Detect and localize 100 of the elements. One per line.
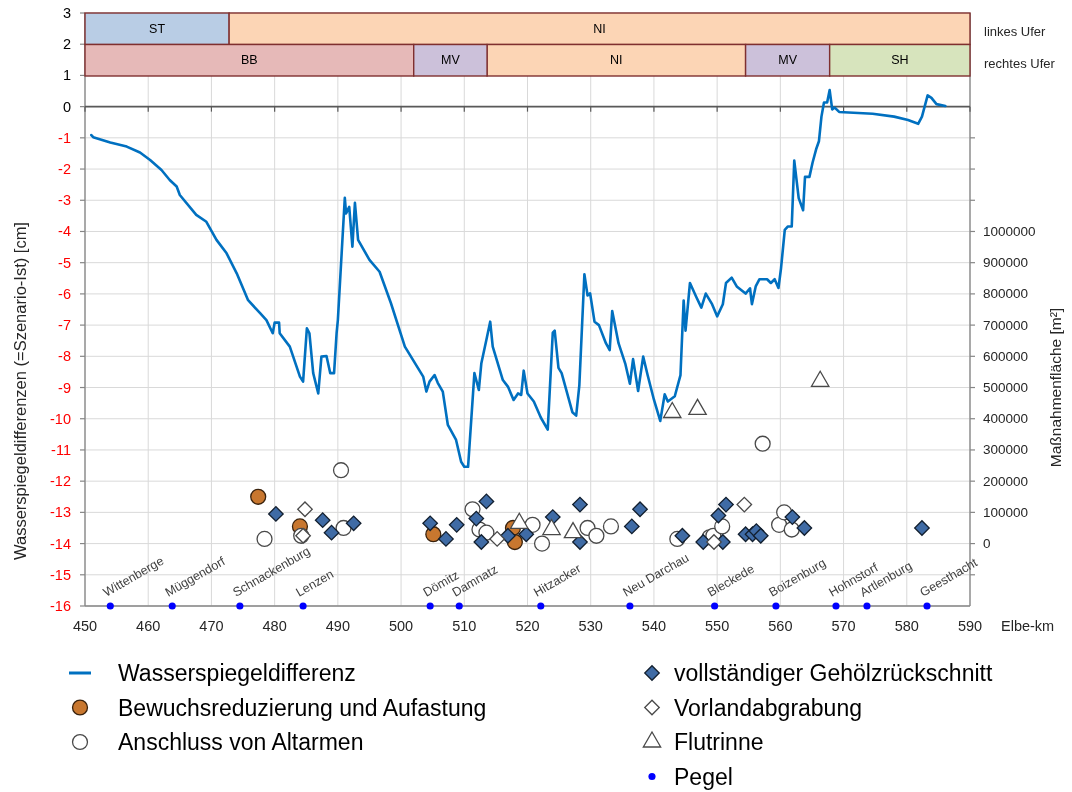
- point: [518, 526, 535, 543]
- point: [256, 530, 273, 547]
- y2-tick-label: 1000000: [983, 223, 1036, 239]
- point: [473, 534, 490, 550]
- point: [602, 518, 620, 535]
- y2-tick-label: 600000: [983, 348, 1029, 364]
- y-tick-label: -8: [58, 348, 71, 365]
- point: [345, 515, 362, 532]
- point: [572, 534, 588, 550]
- x-tick-label: 500: [388, 618, 414, 634]
- x-tick-label: 510: [452, 618, 477, 634]
- x-tick-label: 450: [72, 618, 98, 634]
- x-tick-label: 490: [325, 618, 350, 634]
- y-tick-label: -7: [58, 317, 71, 334]
- x-axis-title: Elbe-km: [1001, 618, 1055, 634]
- series-label: MV: [778, 53, 798, 68]
- y-tick-label: -12: [50, 473, 71, 490]
- point: [422, 515, 439, 532]
- y-tick-label: -2: [58, 161, 71, 178]
- point: [623, 518, 640, 535]
- point: [250, 488, 267, 505]
- legend-label: Pegel: [674, 763, 733, 790]
- y-tick-label: rechtes Ufer: [984, 55, 1056, 71]
- y-tick-label: -6: [58, 285, 71, 302]
- point: [500, 527, 516, 544]
- y-tick-label: 3: [62, 5, 71, 21]
- y-tick-label: -14: [50, 535, 71, 552]
- point: [332, 462, 350, 479]
- y-tick-label: -3: [58, 192, 71, 209]
- y-tick-label: -1: [58, 129, 71, 146]
- point: [736, 496, 753, 513]
- x-tick-label: 460: [136, 618, 161, 634]
- y-tick-label: -15: [50, 566, 71, 583]
- point: [478, 493, 495, 510]
- point: [314, 512, 331, 529]
- x-tick-label: 540: [641, 618, 667, 634]
- point: [810, 370, 830, 387]
- x-tick-label: 560: [768, 618, 793, 634]
- y2-tick-label: 900000: [983, 255, 1029, 271]
- point: [448, 516, 465, 533]
- y-tick-label: -4: [58, 223, 71, 240]
- point: [489, 531, 506, 547]
- y2-tick-label: 200000: [983, 473, 1029, 489]
- y2-axis-title: Maßnahmenfläche [m²]: [1046, 307, 1064, 468]
- text: NI: [610, 53, 623, 68]
- y-tick-label: -16: [50, 598, 71, 614]
- point: [572, 496, 588, 513]
- series-label: BB: [241, 53, 258, 68]
- legend-label: Bewuchsreduzierung und Aufastung: [118, 694, 487, 721]
- y-tick-label: -11: [51, 441, 71, 458]
- y-tick-label: 2: [62, 36, 71, 53]
- point: [268, 506, 284, 522]
- y-tick-label: 0: [62, 98, 71, 115]
- y2-tick-label: 800000: [983, 286, 1029, 302]
- y-tick-label: 1: [62, 67, 71, 84]
- point: [297, 501, 313, 518]
- y-tick-label: linkes Ufer: [984, 24, 1047, 40]
- point: [754, 435, 771, 452]
- point: [674, 527, 691, 544]
- point: [796, 520, 813, 536]
- series-label: ST: [149, 21, 166, 36]
- y-tick-label: -5: [58, 254, 71, 271]
- y2-tick-label: 300000: [983, 442, 1029, 458]
- point: [438, 531, 454, 547]
- x-tick-label: 480: [262, 618, 287, 634]
- x-tick-label: 550: [705, 618, 730, 634]
- y-tick-label: -9: [58, 379, 71, 396]
- series-label: MV: [441, 53, 461, 68]
- legend-label: Wasserspiegeldifferenz: [118, 660, 356, 686]
- legend-label: vollständiger Gehölzrückschnitt: [674, 660, 993, 686]
- line-series: [90, 88, 947, 469]
- x-tick-label: 520: [515, 618, 540, 634]
- x-tick-label: 570: [831, 618, 856, 634]
- point: [718, 496, 734, 513]
- legend-label: Anschluss von Altarmen: [118, 729, 364, 755]
- y2-tick-label: 700000: [983, 317, 1029, 333]
- x-tick-label: 470: [199, 618, 224, 634]
- point: [588, 527, 605, 544]
- y2-tick-label: 500000: [983, 380, 1029, 396]
- point: [323, 524, 340, 541]
- legend-label: Vorlandabgrabung: [674, 694, 862, 721]
- y-axis-title: Wasserspiegeldifferenzen (=Szenario-Ist) [cm]: [11, 222, 29, 560]
- point: [662, 401, 682, 419]
- point: [706, 534, 722, 550]
- y-tick-label: -13: [50, 504, 71, 521]
- x-tick-label: 590: [957, 618, 983, 634]
- series-label: NI: [593, 21, 606, 36]
- series-label: SH: [891, 53, 909, 68]
- point: [752, 527, 769, 544]
- legend-label: Flutrinne: [674, 729, 764, 755]
- y2-tick-label: 400000: [983, 411, 1029, 427]
- point: [533, 535, 551, 552]
- y-tick-label: -10: [50, 410, 71, 427]
- point: [688, 398, 707, 416]
- point: [632, 501, 648, 518]
- y2-tick-label: 100000: [983, 504, 1029, 520]
- x-tick-label: 580: [894, 618, 919, 634]
- x-tick-label: 530: [578, 618, 603, 634]
- point: [710, 507, 727, 524]
- point: [914, 520, 930, 536]
